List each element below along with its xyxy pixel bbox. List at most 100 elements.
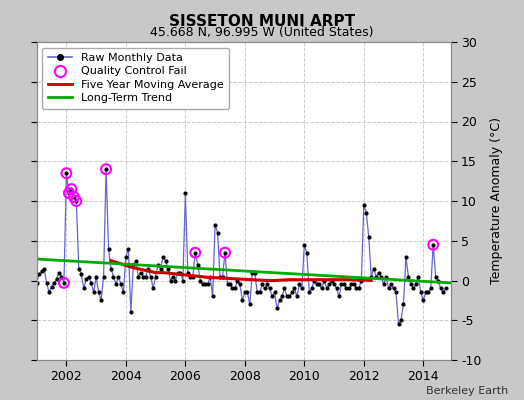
Point [221, 250, 229, 256]
Point [74, 265, 83, 272]
Point [137, 269, 145, 276]
Point [161, 258, 170, 264]
Point [266, 285, 274, 292]
Point [124, 246, 133, 252]
Point [171, 277, 180, 284]
Point [226, 281, 234, 288]
Point [189, 273, 197, 280]
Point [295, 281, 303, 288]
Point [102, 166, 110, 172]
Point [228, 285, 237, 292]
Point [176, 269, 184, 276]
Point [238, 297, 247, 304]
Point [60, 280, 68, 286]
Point [110, 273, 118, 280]
Point [181, 190, 190, 196]
Point [64, 190, 73, 196]
Point [258, 281, 266, 288]
Point [365, 234, 373, 240]
Point [431, 273, 440, 280]
Point [332, 285, 341, 292]
Point [149, 285, 157, 292]
Point [417, 289, 425, 296]
Point [32, 280, 41, 286]
Point [352, 285, 361, 292]
Point [357, 277, 366, 284]
Point [82, 276, 91, 282]
Point [37, 268, 46, 274]
Point [52, 276, 61, 282]
Point [67, 186, 75, 192]
Point [260, 285, 269, 292]
Point [280, 285, 289, 292]
Point [248, 269, 256, 276]
Point [402, 254, 410, 260]
Point [399, 301, 408, 308]
Point [347, 281, 356, 288]
Point [320, 277, 329, 284]
Point [84, 273, 93, 280]
Point [203, 281, 212, 288]
Point [174, 269, 182, 276]
Point [256, 289, 264, 296]
Point [236, 281, 244, 288]
Point [55, 269, 63, 276]
Point [441, 285, 450, 292]
Point [156, 265, 165, 272]
Point [193, 262, 202, 268]
Point [322, 285, 331, 292]
Point [151, 273, 160, 280]
Point [397, 317, 405, 324]
Point [47, 284, 56, 290]
Point [325, 281, 333, 288]
Point [302, 250, 311, 256]
Point [57, 273, 66, 280]
Point [219, 273, 227, 280]
Point [97, 297, 105, 304]
Point [392, 289, 400, 296]
Point [310, 277, 319, 284]
Point [379, 281, 388, 288]
Point [387, 281, 395, 288]
Point [87, 280, 95, 286]
Point [100, 273, 108, 280]
Point [439, 289, 447, 296]
Point [342, 285, 351, 292]
Text: Berkeley Earth: Berkeley Earth [426, 386, 508, 396]
Point [345, 285, 353, 292]
Point [132, 258, 140, 264]
Point [404, 273, 412, 280]
Point [375, 269, 383, 276]
Point [169, 273, 177, 280]
Point [355, 285, 363, 292]
Point [278, 293, 286, 300]
Point [129, 262, 137, 268]
Point [231, 285, 239, 292]
Point [268, 293, 276, 300]
Point [104, 246, 113, 252]
Point [407, 281, 415, 288]
Point [288, 289, 296, 296]
Point [201, 281, 210, 288]
Point [246, 301, 254, 308]
Point [359, 202, 368, 208]
Point [191, 250, 200, 256]
Point [139, 273, 147, 280]
Point [350, 281, 358, 288]
Point [263, 281, 271, 288]
Point [40, 265, 48, 272]
Point [64, 190, 73, 196]
Point [206, 273, 214, 280]
Point [276, 297, 284, 304]
Point [60, 280, 68, 286]
Point [213, 230, 222, 236]
Point [434, 277, 442, 284]
Point [50, 280, 58, 286]
Point [102, 166, 110, 172]
Point [429, 242, 438, 248]
Point [70, 194, 78, 200]
Point [367, 273, 375, 280]
Point [250, 269, 259, 276]
Point [114, 273, 123, 280]
Point [211, 222, 220, 228]
